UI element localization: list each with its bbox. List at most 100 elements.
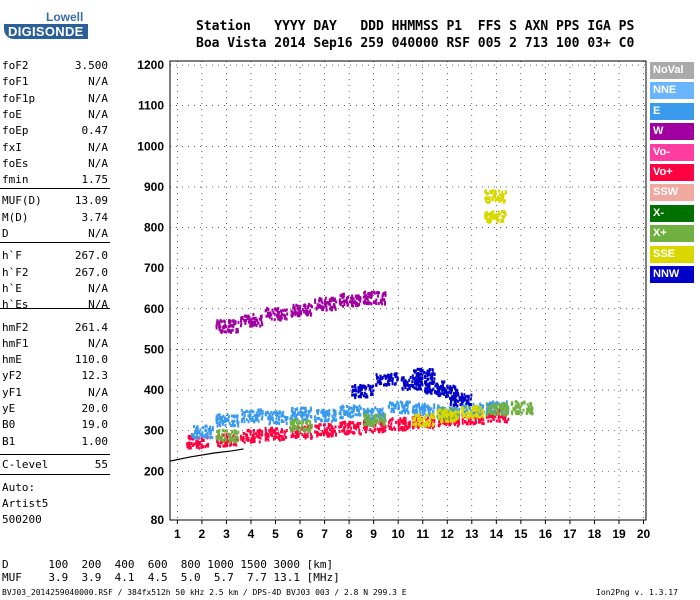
- data-point: [237, 422, 240, 426]
- data-point: [193, 442, 196, 446]
- data-point: [297, 426, 300, 430]
- data-point: [301, 406, 304, 410]
- data-point: [368, 385, 371, 389]
- data-point: [371, 415, 374, 419]
- data-point: [350, 301, 353, 305]
- data-point: [452, 392, 455, 396]
- data-point: [486, 214, 489, 218]
- data-point: [198, 446, 201, 450]
- data-point: [366, 422, 369, 426]
- data-point: [443, 419, 446, 423]
- data-point: [427, 413, 430, 417]
- data-point: [215, 326, 218, 330]
- data-point: [430, 421, 433, 425]
- data-point: [298, 314, 301, 318]
- data-point: [230, 424, 233, 428]
- data-point: [501, 197, 504, 201]
- data-point: [277, 317, 280, 321]
- data-point: [334, 409, 337, 413]
- data-point: [217, 433, 220, 437]
- param-row: C-level 55: [2, 458, 108, 474]
- data-point: [319, 305, 322, 309]
- data-point: [495, 410, 498, 414]
- data-point: [231, 328, 234, 332]
- param-row: yF2 12.3: [2, 369, 108, 385]
- param-row: hmF1 N/A: [2, 337, 108, 353]
- param-value: N/A: [88, 227, 108, 240]
- data-point: [414, 416, 417, 420]
- data-point: [442, 381, 445, 385]
- data-point: [404, 382, 407, 386]
- data-point: [237, 421, 240, 425]
- data-point: [304, 406, 307, 410]
- data-point: [456, 424, 459, 428]
- data-point: [304, 417, 307, 421]
- data-point: [302, 427, 305, 431]
- data-point: [310, 304, 313, 308]
- data-point: [492, 418, 495, 422]
- data-point: [365, 422, 368, 426]
- data-point: [426, 377, 429, 381]
- data-point: [201, 438, 204, 442]
- data-point: [209, 436, 212, 440]
- data-point: [237, 320, 240, 324]
- data-point: [390, 374, 393, 378]
- data-point: [234, 438, 237, 442]
- data-point: [475, 411, 478, 415]
- data-point: [340, 425, 343, 429]
- data-point: [423, 404, 426, 408]
- data-point: [233, 440, 236, 444]
- data-point: [355, 393, 358, 397]
- data-point: [428, 382, 431, 386]
- data-point: [350, 406, 353, 410]
- data-point: [248, 316, 251, 320]
- data-point: [445, 389, 448, 393]
- param-name: foF1: [2, 75, 29, 89]
- data-point: [404, 386, 407, 390]
- legend-item: X+: [650, 225, 694, 243]
- data-point: [328, 303, 331, 307]
- data-point: [261, 323, 264, 327]
- data-point: [297, 427, 300, 431]
- data-point: [493, 189, 496, 193]
- data-point: [349, 430, 352, 434]
- data-point: [491, 197, 494, 201]
- auto-label: Auto:: [2, 481, 36, 494]
- data-point: [418, 423, 421, 427]
- data-point: [222, 414, 225, 418]
- data-point: [377, 376, 380, 380]
- data-point: [354, 426, 357, 430]
- data-point: [189, 434, 192, 438]
- data-point: [326, 434, 329, 438]
- data-point: [350, 421, 353, 425]
- data-point: [318, 427, 321, 431]
- data-point: [440, 420, 443, 424]
- data-point: [303, 418, 306, 422]
- data-point: [254, 322, 257, 326]
- data-point: [283, 316, 286, 320]
- data-point: [365, 410, 368, 414]
- data-point: [290, 427, 293, 431]
- data-point: [408, 424, 411, 428]
- data-point: [196, 444, 199, 448]
- data-point: [218, 320, 221, 324]
- data-point: [518, 406, 521, 410]
- data-point: [403, 406, 406, 410]
- data-point: [235, 437, 238, 441]
- y-tick-label: 200: [144, 464, 164, 478]
- data-point: [276, 308, 279, 312]
- data-point: [371, 410, 374, 414]
- data-point: [257, 419, 260, 423]
- data-point: [424, 408, 427, 412]
- data-point: [260, 408, 263, 412]
- data-point: [269, 429, 272, 433]
- data-point: [363, 299, 366, 303]
- data-point: [226, 441, 229, 445]
- data-point: [196, 432, 199, 436]
- data-point: [311, 305, 314, 309]
- data-point: [264, 426, 267, 430]
- data-point: [456, 410, 459, 414]
- data-point: [258, 431, 261, 435]
- data-point: [387, 420, 390, 424]
- data-point: [447, 413, 450, 417]
